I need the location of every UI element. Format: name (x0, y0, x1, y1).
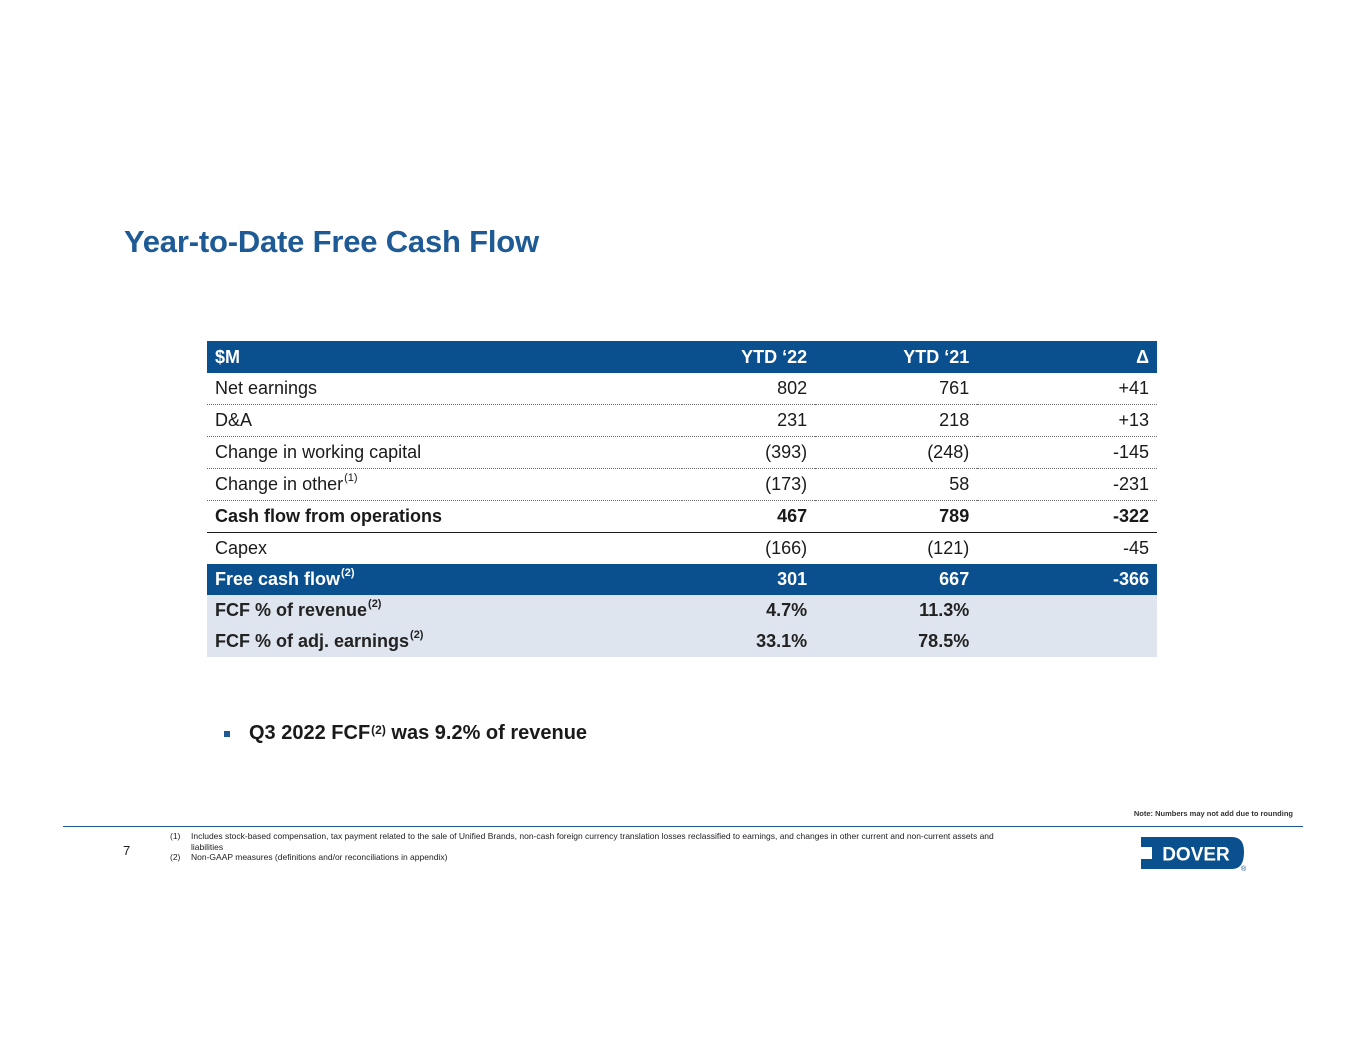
table-row-net-earnings: Net earnings 802 761 +41 (207, 373, 1157, 405)
row-label: Capex (215, 538, 268, 558)
row-delta: -231 (977, 468, 1157, 501)
row-label: FCF % of revenue (215, 600, 368, 620)
logo-shape (1141, 837, 1244, 869)
dover-logo: DOVER ® (1141, 837, 1247, 872)
footnote-ref: (1) (344, 472, 358, 484)
row-ytd-22: 4.7% (681, 595, 816, 626)
row-ytd-21: 761 (815, 373, 978, 405)
row-delta: +41 (977, 373, 1157, 405)
row-ytd-21: 78.5% (815, 626, 978, 657)
row-ytd-22: 467 (681, 500, 816, 533)
footer-divider (63, 826, 1303, 827)
header-units: $M (215, 346, 241, 367)
free-cash-flow-table: $M YTD ‘22 YTD ‘21 Δ Net earnings 802 76… (207, 341, 1157, 657)
header-ytd-21: YTD ‘21 (903, 346, 970, 367)
bullet-text-pre: Q3 2022 FCF (249, 722, 371, 744)
table-row-change-other: Change in other(1) (173) 58 -231 (207, 468, 1157, 501)
row-delta: -45 (1122, 538, 1149, 558)
row-delta (977, 626, 1157, 657)
row-ytd-22: 33.1% (681, 626, 816, 657)
header-ytd-22: YTD ‘22 (741, 346, 808, 367)
row-label-cell: FCF % of adj. earnings(2) (207, 626, 682, 657)
table-row-da: D&A 231 218 +13 (207, 404, 1157, 437)
logo-registered: ® (1241, 865, 1247, 872)
row-label: Free cash flow (215, 569, 341, 589)
page-title: Year-to-Date Free Cash Flow (124, 224, 539, 259)
row-ytd-21: 11.3% (815, 595, 978, 626)
table-row-working-capital: Change in working capital (393) (248) -1… (207, 436, 1157, 469)
footnote-item: (2) Non-GAAP measures (definitions and/o… (170, 852, 1000, 863)
bullet-text-post: was 9.2% of revenue (385, 722, 588, 744)
row-label: D&A (207, 404, 682, 437)
row-ytd-22: (166) (765, 538, 808, 558)
footnote-text: Non-GAAP measures (definitions and/or re… (191, 852, 448, 862)
footnote-text: Includes stock-based compensation, tax p… (191, 831, 994, 852)
row-ytd-22: 301 (681, 564, 816, 595)
row-ytd-22: (173) (681, 468, 816, 501)
row-delta: -366 (977, 564, 1157, 595)
row-ytd-21: 218 (815, 404, 978, 437)
row-label-cell: Free cash flow(2) (207, 564, 682, 595)
row-delta (977, 595, 1157, 626)
table-row-cash-flow-operations: Cash flow from operations 467 789 -322 (207, 500, 1157, 533)
footnote-number: (1) (170, 831, 181, 841)
footnote-number: (2) (170, 852, 181, 862)
logo-wordmark: DOVER (1162, 845, 1230, 866)
row-label-cell: Change in other(1) (207, 468, 682, 501)
key-point-bullet: Q3 2022 FCF (2) was 9.2% of revenue (224, 722, 587, 745)
row-label: Change in working capital (207, 436, 682, 469)
row-ytd-22: (393) (681, 436, 816, 469)
table-row-free-cash-flow: Free cash flow(2) 301 667 -366 (207, 564, 1157, 595)
table-row-capex: Capex (166) (121) -45 (207, 533, 1157, 565)
row-ytd-21: 58 (815, 468, 978, 501)
row-label-cell: FCF % of revenue(2) (207, 595, 682, 626)
row-delta: -322 (977, 500, 1157, 533)
row-label: Net earnings (207, 373, 682, 405)
row-delta: -145 (977, 436, 1157, 469)
row-ytd-21: (121) (927, 538, 970, 558)
row-ytd-21: 789 (815, 500, 978, 533)
table-row-fcf-adj-earnings: FCF % of adj. earnings(2) 33.1% 78.5% (207, 626, 1157, 657)
row-ytd-21: (248) (815, 436, 978, 469)
footnotes: (1) Includes stock-based compensation, t… (170, 831, 1000, 863)
row-ytd-21: 667 (815, 564, 978, 595)
row-delta: +13 (977, 404, 1157, 437)
row-ytd-22: 802 (681, 373, 816, 405)
row-label: Cash flow from operations (207, 500, 682, 533)
footnote-ref: (2) (371, 722, 386, 737)
table-row-fcf-revenue: FCF % of revenue(2) 4.7% 11.3% (207, 595, 1157, 626)
footnote-ref: (2) (410, 629, 424, 641)
row-label: Change in other (215, 474, 344, 494)
header-delta: Δ (1136, 346, 1149, 367)
footnote-ref: (2) (368, 598, 382, 610)
footnote-ref: (2) (341, 567, 355, 579)
row-label: FCF % of adj. earnings (215, 631, 410, 651)
rounding-note: Note: Numbers may not add due to roundin… (1133, 809, 1293, 818)
bullet-marker-icon (224, 730, 230, 737)
row-ytd-22: 231 (681, 404, 816, 437)
page-number: 7 (123, 843, 131, 858)
footnote-item: (1) Includes stock-based compensation, t… (170, 831, 1000, 852)
table-header-row: $M YTD ‘22 YTD ‘21 Δ (207, 341, 1157, 373)
